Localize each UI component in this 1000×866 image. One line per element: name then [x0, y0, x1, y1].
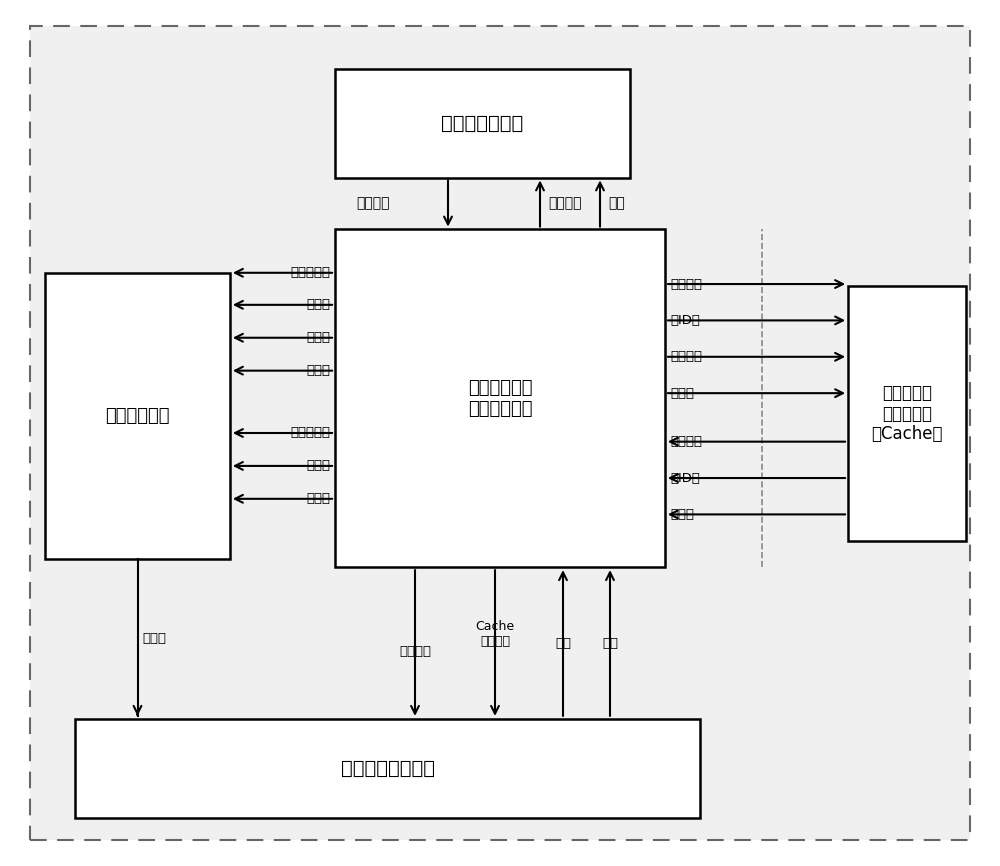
Text: 读地址: 读地址	[306, 492, 330, 506]
Bar	[335, 69, 630, 178]
Text: 错误: 错误	[555, 637, 571, 650]
Text: 写数据: 写数据	[306, 364, 330, 378]
Bar	[45, 273, 230, 559]
Text: 约束指导测试
激励生成模块: 约束指导测试 激励生成模块	[468, 379, 532, 417]
Text: 产生使能: 产生使能	[548, 197, 582, 210]
Text: 写数据: 写数据	[670, 386, 694, 400]
Bar	[848, 286, 966, 541]
Text: 错误自动检查模块: 错误自动检查模块	[340, 759, 434, 778]
Text: 数据有效: 数据有效	[670, 435, 702, 449]
Text: 初始化完成: 初始化完成	[290, 426, 330, 440]
Text: 伪随机数: 伪随机数	[356, 197, 390, 210]
Text: 读数据: 读数据	[670, 507, 694, 521]
Text: Cache
返回数据: Cache 返回数据	[475, 620, 515, 649]
Text: 比较使能: 比较使能	[399, 645, 431, 658]
Text: 待验证高速
缓冲存储器
（Cache）: 待验证高速 缓冲存储器 （Cache）	[871, 384, 943, 443]
Text: 伪随机数产生器: 伪随机数产生器	[441, 114, 524, 132]
Text: 访存地址: 访存地址	[670, 350, 702, 364]
Text: 数据镜像模块: 数据镜像模块	[105, 407, 170, 424]
Text: 读ID号: 读ID号	[670, 313, 700, 327]
Text: 初始化启动: 初始化启动	[290, 266, 330, 280]
Text: 读ID号: 读ID号	[670, 471, 700, 485]
Text: 超时: 超时	[602, 637, 618, 650]
Bar	[335, 229, 665, 567]
Text: 种子: 种子	[608, 197, 625, 210]
Text: 操作类型: 操作类型	[670, 277, 702, 291]
Text: 写地址: 写地址	[306, 331, 330, 345]
Text: 写使能: 写使能	[306, 298, 330, 312]
Bar	[75, 719, 700, 818]
Text: 读数据: 读数据	[143, 632, 167, 645]
Text: 读使能: 读使能	[306, 459, 330, 473]
